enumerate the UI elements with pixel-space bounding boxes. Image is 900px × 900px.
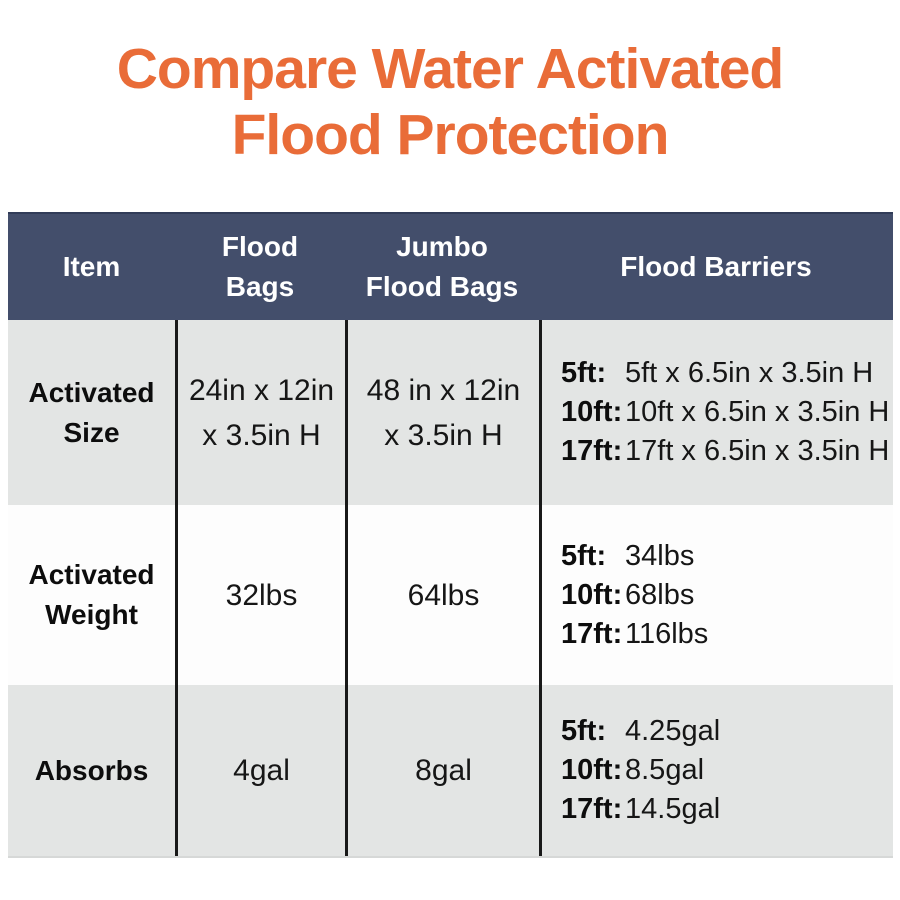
row-label-activated-weight: Activated Weight	[8, 505, 175, 685]
cell-absorbs-jumbo: 8gal	[345, 685, 539, 856]
barrier-size-value: 34lbs	[625, 539, 695, 572]
barrier-size-value: 5ft x 6.5in x 3.5in H	[625, 357, 874, 389]
barrier-size-label: 10ft:	[561, 754, 623, 786]
cell-text-line: 32lbs	[225, 578, 298, 612]
cell-text-line: 48 in x 12in	[366, 373, 521, 407]
table-header-row: Item Flood Bags Jumbo Flood Bags Flood B…	[8, 212, 893, 320]
header-cell-flood-bags: Flood Bags	[175, 214, 345, 320]
header-flood-bags-line-2: Bags	[225, 271, 295, 302]
barrier-size-value: 14.5gal	[625, 793, 721, 825]
barrier-size-value: 8.5gal	[625, 754, 705, 786]
barrier-size-label: 5ft:	[561, 539, 607, 572]
barrier-size-value: 116lbs	[625, 617, 709, 650]
header-cell-flood-barriers: Flood Barriers	[539, 214, 893, 320]
cell-size-flood-bags: 24in x 12in x 3.5in H	[175, 320, 345, 505]
cell-absorbs-barriers: 5ft: 4.25gal 10ft: 8.5gal 17ft: 14.5gal	[539, 685, 893, 856]
barrier-spec-line: 17ft: 116lbs	[561, 615, 708, 654]
comparison-table: Item Flood Bags Jumbo Flood Bags Flood B…	[8, 212, 893, 858]
row-label-activated-size: Activated Size	[8, 320, 175, 505]
barrier-size-value: 4.25gal	[625, 715, 721, 747]
page-title-line-2: Flood Protection	[231, 103, 670, 167]
barrier-size-value: 10ft x 6.5in x 3.5in H	[625, 396, 890, 428]
barrier-size-label: 5ft:	[561, 715, 607, 747]
barrier-spec-line: 10ft: 68lbs	[561, 576, 694, 615]
header-barriers-label: Flood Barriers	[620, 251, 812, 282]
barrier-size-label: 17ft:	[561, 435, 623, 467]
barrier-spec-line: 5ft: 4.25gal	[561, 712, 720, 751]
cell-text-line: 8gal	[415, 754, 472, 787]
table-row-activated-weight: Activated Weight 32lbs 64lbs 5ft: 34lbs …	[8, 505, 893, 685]
row-label-line: Activated	[28, 559, 155, 590]
cell-weight-jumbo: 64lbs	[345, 505, 539, 685]
header-cell-jumbo-flood-bags: Jumbo Flood Bags	[345, 214, 539, 320]
cell-weight-flood-bags: 32lbs	[175, 505, 345, 685]
row-label-line: Absorbs	[34, 754, 149, 786]
barrier-spec-line: 10ft: 8.5gal	[561, 751, 704, 790]
row-label-line: Size	[63, 416, 120, 448]
row-label-absorbs: Absorbs	[8, 685, 175, 856]
cell-weight-barriers: 5ft: 34lbs 10ft: 68lbs 17ft: 116lbs	[539, 505, 893, 685]
cell-text-line: 4gal	[233, 754, 290, 787]
cell-text-line: x 3.5in H	[384, 418, 503, 452]
barrier-size-label: 17ft:	[561, 617, 623, 650]
page-title-line-1: Compare Water Activated	[116, 37, 784, 101]
barrier-size-value: 68lbs	[625, 578, 695, 611]
cell-size-barriers: 5ft: 5ft x 6.5in x 3.5in H 10ft: 10ft x …	[539, 320, 893, 505]
barrier-size-label: 17ft:	[561, 793, 623, 825]
table-row-activated-size: Activated Size 24in x 12in x 3.5in H 48 …	[8, 320, 893, 505]
row-label-line: Activated	[28, 376, 155, 408]
barrier-spec-line: 10ft: 10ft x 6.5in x 3.5in H	[561, 393, 889, 432]
barrier-size-value: 17ft x 6.5in x 3.5in H	[625, 435, 890, 467]
header-jumbo-line-1: Jumbo	[396, 231, 488, 262]
barrier-spec-line: 5ft: 34lbs	[561, 537, 694, 576]
barrier-size-label: 10ft:	[561, 396, 623, 428]
cell-absorbs-flood-bags: 4gal	[175, 685, 345, 856]
header-cell-item: Item	[8, 214, 175, 320]
page-title: Compare Water Activated Flood Protection	[0, 36, 900, 168]
table-row-absorbs: Absorbs 4gal 8gal 5ft: 4.25gal 10ft: 8.5…	[8, 685, 893, 858]
row-label-line: Weight	[45, 599, 138, 630]
barrier-size-label: 10ft:	[561, 578, 623, 611]
cell-text-line: 64lbs	[407, 578, 480, 612]
cell-text-line: 24in x 12in	[188, 373, 335, 407]
header-jumbo-line-2: Flood Bags	[365, 271, 519, 302]
cell-text-line: x 3.5in H	[202, 418, 321, 452]
barrier-size-label: 5ft:	[561, 357, 607, 389]
barrier-spec-line: 17ft: 17ft x 6.5in x 3.5in H	[561, 432, 889, 471]
header-flood-bags-line-1: Flood	[221, 231, 299, 262]
barrier-spec-line: 5ft: 5ft x 6.5in x 3.5in H	[561, 354, 873, 393]
barrier-spec-line: 17ft: 14.5gal	[561, 790, 720, 829]
cell-size-jumbo: 48 in x 12in x 3.5in H	[345, 320, 539, 505]
header-item-label: Item	[62, 251, 121, 282]
